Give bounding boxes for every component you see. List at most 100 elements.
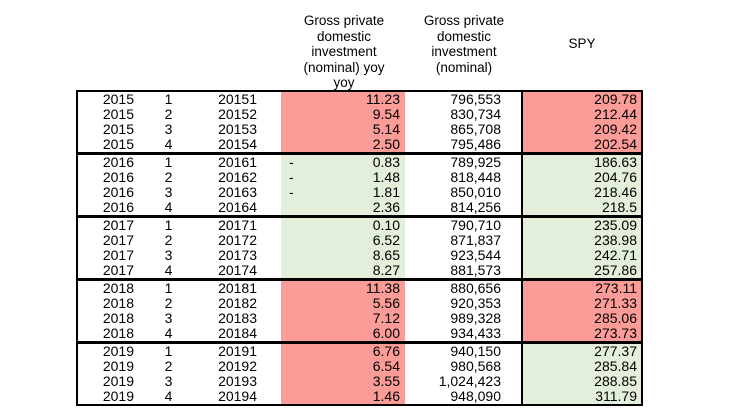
cell-nominal[interactable]: 830,734: [450, 106, 501, 122]
cell-yoy[interactable]: 3.55: [281, 374, 405, 389]
cell-spy[interactable]: 235.09: [521, 218, 641, 233]
cell-yoy[interactable]: 0.10: [281, 218, 405, 233]
cell-yoy[interactable]: 6.54: [281, 359, 405, 374]
cell-spy[interactable]: 186.63: [521, 155, 641, 170]
cell-year[interactable]: 2018: [102, 295, 134, 311]
cell-code[interactable]: 20154: [218, 136, 257, 152]
cell-quarter[interactable]: 4: [164, 388, 173, 404]
cell-code[interactable]: 20164: [218, 199, 257, 215]
cell-quarter[interactable]: 4: [164, 136, 173, 152]
cell-year[interactable]: 2015: [102, 91, 134, 107]
cell-quarter[interactable]: 2: [164, 106, 173, 122]
cell-code[interactable]: 20192: [218, 358, 257, 374]
cell-quarter[interactable]: 3: [164, 184, 173, 200]
cell-nominal[interactable]: 920,353: [450, 295, 501, 311]
cell-year[interactable]: 2016: [102, 184, 134, 200]
cell-code[interactable]: 20184: [218, 325, 257, 341]
cell-quarter[interactable]: 1: [164, 280, 173, 296]
cell-yoy[interactable]: - 1.81: [281, 185, 405, 200]
cell-nominal[interactable]: 871,837: [450, 232, 501, 248]
cell-yoy[interactable]: 5.56: [281, 296, 405, 311]
cell-yoy[interactable]: 2.36: [281, 200, 405, 215]
cell-year[interactable]: 2019: [102, 343, 134, 359]
cell-year[interactable]: 2015: [102, 136, 134, 152]
header-yoy[interactable]: Gross private domestic investment (nomin…: [303, 13, 385, 90]
header-nominal[interactable]: Gross private domestic investment (nomin…: [423, 13, 505, 75]
cell-code[interactable]: 20183: [218, 310, 257, 326]
cell-year[interactable]: 2019: [102, 373, 134, 389]
cell-quarter[interactable]: 2: [164, 358, 173, 374]
cell-code[interactable]: 20172: [218, 232, 257, 248]
cell-nominal[interactable]: 934,433: [450, 325, 501, 341]
cell-spy[interactable]: 218.46: [521, 185, 641, 200]
cell-yoy[interactable]: 6.52: [281, 233, 405, 248]
cell-nominal[interactable]: 790,710: [450, 217, 501, 233]
cell-spy[interactable]: 238.98: [521, 233, 641, 248]
cell-spy[interactable]: 202.54: [521, 137, 641, 152]
cell-quarter[interactable]: 1: [164, 154, 173, 170]
cell-spy[interactable]: 273.73: [521, 326, 641, 341]
cell-yoy[interactable]: - 1.48: [281, 170, 405, 185]
cell-quarter[interactable]: 3: [164, 121, 173, 137]
cell-yoy[interactable]: 8.27: [281, 263, 405, 278]
cell-year[interactable]: 2015: [102, 121, 134, 137]
cell-year[interactable]: 2019: [102, 358, 134, 374]
cell-nominal[interactable]: 989,328: [450, 310, 501, 326]
cell-code[interactable]: 20181: [218, 280, 257, 296]
cell-year[interactable]: 2018: [102, 325, 134, 341]
header-spy[interactable]: SPY: [568, 36, 596, 51]
cell-yoy[interactable]: 7.12: [281, 311, 405, 326]
cell-year[interactable]: 2017: [102, 232, 134, 248]
cell-quarter[interactable]: 2: [164, 295, 173, 311]
cell-yoy[interactable]: 8.65: [281, 248, 405, 263]
cell-nominal[interactable]: 1,024,423: [438, 373, 501, 389]
cell-code[interactable]: 20193: [218, 373, 257, 389]
cell-year[interactable]: 2018: [102, 280, 134, 296]
cell-code[interactable]: 20161: [218, 154, 257, 170]
cell-quarter[interactable]: 1: [164, 91, 173, 107]
cell-spy[interactable]: 271.33: [521, 296, 641, 311]
cell-year[interactable]: 2017: [102, 262, 134, 278]
cell-spy[interactable]: 285.84: [521, 359, 641, 374]
cell-nominal[interactable]: 865,708: [450, 121, 501, 137]
cell-code[interactable]: 20174: [218, 262, 257, 278]
cell-spy[interactable]: 212.44: [521, 107, 641, 122]
cell-yoy[interactable]: 6.00: [281, 326, 405, 341]
cell-yoy[interactable]: 1.46: [281, 389, 405, 404]
cell-year[interactable]: 2016: [102, 199, 134, 215]
cell-code[interactable]: 20152: [218, 106, 257, 122]
cell-year[interactable]: 2019: [102, 388, 134, 404]
cell-quarter[interactable]: 3: [164, 247, 173, 263]
cell-code[interactable]: 20173: [218, 247, 257, 263]
cell-code[interactable]: 20182: [218, 295, 257, 311]
cell-yoy[interactable]: 11.23: [281, 92, 405, 107]
cell-nominal[interactable]: 923,544: [450, 247, 501, 263]
cell-year[interactable]: 2017: [102, 247, 134, 263]
cell-year[interactable]: 2017: [102, 217, 134, 233]
cell-nominal[interactable]: 789,925: [450, 154, 501, 170]
cell-year[interactable]: 2016: [102, 169, 134, 185]
cell-nominal[interactable]: 814,256: [450, 199, 501, 215]
cell-nominal[interactable]: 881,573: [450, 262, 501, 278]
cell-code[interactable]: 20191: [218, 343, 257, 359]
cell-code[interactable]: 20153: [218, 121, 257, 137]
cell-year[interactable]: 2016: [102, 154, 134, 170]
cell-nominal[interactable]: 948,090: [450, 388, 501, 404]
cell-nominal[interactable]: 850,010: [450, 184, 501, 200]
cell-nominal[interactable]: 880,656: [450, 280, 501, 296]
cell-quarter[interactable]: 2: [164, 169, 173, 185]
cell-quarter[interactable]: 3: [164, 373, 173, 389]
cell-quarter[interactable]: 4: [164, 325, 173, 341]
cell-year[interactable]: 2018: [102, 310, 134, 326]
cell-spy[interactable]: 288.85: [521, 374, 641, 389]
cell-spy[interactable]: 209.42: [521, 122, 641, 137]
cell-spy[interactable]: 204.76: [521, 170, 641, 185]
cell-yoy[interactable]: 9.54: [281, 107, 405, 122]
cell-nominal[interactable]: 795,486: [450, 136, 501, 152]
cell-yoy[interactable]: 11.38: [281, 281, 405, 296]
cell-nominal[interactable]: 818,448: [450, 169, 501, 185]
cell-quarter[interactable]: 4: [164, 262, 173, 278]
cell-quarter[interactable]: 3: [164, 310, 173, 326]
cell-spy[interactable]: 285.06: [521, 311, 641, 326]
cell-code[interactable]: 20171: [218, 217, 257, 233]
